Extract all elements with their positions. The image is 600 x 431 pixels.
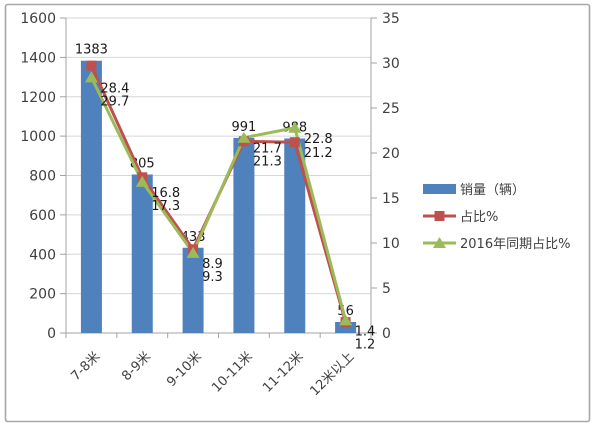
share-2016-marker [288, 121, 302, 133]
legend-swatch-square-marker [434, 211, 445, 221]
share-marker [289, 137, 300, 148]
right-axis-tick-label: 15 [382, 191, 400, 207]
legend-item: 2016年同期占比% [423, 237, 570, 252]
bar-value-label: 1383 [75, 43, 108, 58]
image-border [4, 3, 591, 423]
legend-swatch-triangle-marker [433, 237, 446, 248]
left-axis-tick-label: 1200 [20, 90, 56, 106]
left-axis-tick-label: 0 [47, 326, 56, 342]
left-axis-tick-label: 1600 [20, 11, 56, 27]
share-value-label: 17.3 [151, 199, 180, 214]
share-2016-marker [135, 175, 149, 187]
share-2016-marker [84, 71, 98, 83]
share-2016-value-label: 1.4 [355, 324, 376, 339]
share-2016-marker [339, 314, 353, 326]
legend-item: 销量（辆） [423, 183, 525, 198]
legend-item: 占比% [423, 210, 498, 225]
sales-volume-bar [335, 321, 357, 333]
sales-volume-bar [284, 138, 306, 333]
sales-volume-bar [233, 137, 255, 333]
left-axis-tick-label: 1000 [20, 129, 56, 145]
left-axis-tick-label: 800 [29, 169, 56, 185]
right-axis-tick-label: 10 [382, 236, 400, 252]
x-axis-category-label: 8-9米 [119, 349, 154, 384]
x-axis-category-label: 7-8米 [68, 349, 103, 384]
share-value-label: 29.7 [100, 94, 129, 109]
left-axis-tick-label: 200 [29, 287, 56, 303]
share-marker [86, 60, 97, 71]
x-axis-category-label: 12米以上 [308, 349, 358, 399]
sales-volume-bar [182, 247, 204, 333]
share-2016-value-label: 16.8 [151, 186, 180, 201]
share-2016-marker [237, 131, 251, 143]
right-axis-tick-label: 20 [382, 146, 400, 162]
sales-volume-bar [80, 60, 102, 334]
x-axis-category-label: 11-12米 [260, 349, 307, 396]
share-2016-value-label: 8.9 [202, 257, 223, 272]
legend-swatch-bar [423, 184, 456, 194]
x-axis-category-label: 10-11米 [209, 349, 256, 396]
share-value-label: 21.3 [253, 155, 282, 170]
share-value-label: 9.3 [202, 270, 223, 285]
right-axis-tick-label: 25 [382, 101, 400, 117]
share-2016-value-label: 21.7 [253, 142, 282, 157]
right-axis-tick-label: 35 [382, 11, 400, 27]
left-axis-tick-label: 600 [29, 208, 56, 224]
right-axis-tick-label: 5 [382, 281, 391, 297]
share-2016-value-label: 22.8 [304, 132, 333, 147]
share-2016-value-label: 28.4 [100, 81, 129, 96]
left-axis-tick-label: 1400 [20, 50, 56, 66]
legend-label: 占比% [460, 210, 498, 225]
legend-label: 销量（辆） [460, 183, 525, 198]
sales-volume-bar [131, 174, 153, 333]
share-2016-line [90, 76, 348, 321]
right-axis-tick-label: 0 [382, 326, 391, 342]
right-axis-tick-label: 30 [382, 56, 400, 72]
share-value-label: 1.2 [355, 337, 376, 352]
x-axis-category-label: 9-10米 [164, 349, 205, 390]
share-2016-marker [186, 246, 200, 258]
left-axis-tick-label: 400 [29, 247, 56, 263]
share-value-label: 21.2 [304, 146, 333, 161]
bar-value-label: 991 [232, 120, 257, 135]
legend-label: 2016年同期占比% [460, 237, 570, 252]
